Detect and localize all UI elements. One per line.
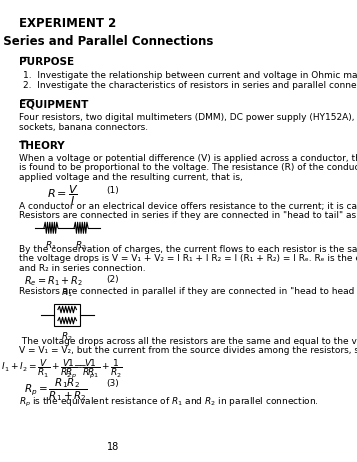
Text: V = V₁ = V₂, but the current from the source divides among the resistors, such t: V = V₁ = V₂, but the current from the so…: [19, 346, 357, 355]
Text: The voltage drops across all the resistors are the same and equal to the voltage: The voltage drops across all the resisto…: [19, 337, 357, 346]
Text: (3): (3): [107, 379, 119, 389]
Text: sockets, banana connectors.: sockets, banana connectors.: [19, 122, 148, 132]
Text: EXPERIMENT 2: EXPERIMENT 2: [19, 18, 116, 30]
Text: 1.  Investigate the relationship between current and voltage in Ohmic materials.: 1. Investigate the relationship between …: [23, 71, 357, 80]
Text: EQUIPMENT: EQUIPMENT: [19, 99, 88, 109]
Text: applied voltage and the resulting current, that is,: applied voltage and the resulting curren…: [19, 173, 242, 182]
Text: Resistors are connected in parallel if they are connected in "head to head and t: Resistors are connected in parallel if t…: [19, 286, 357, 296]
Text: When a voltage or potential difference (V) is applied across a conductor, the cu: When a voltage or potential difference (…: [19, 154, 357, 163]
Text: Resistors in Series and Parallel Connections: Resistors in Series and Parallel Connect…: [0, 35, 213, 48]
Text: $R_2$: $R_2$: [75, 240, 87, 252]
Text: $I = I_1 + I_2 = \dfrac{V}{R_1} + \dfrac{V}{R_2} = \dfrac{V}{R_p}$: $I = I_1 + I_2 = \dfrac{V}{R_1} + \dfrac…: [0, 357, 95, 380]
Text: PURPOSE: PURPOSE: [19, 57, 74, 67]
Text: and R₂ in series connection.: and R₂ in series connection.: [19, 264, 145, 273]
Text: Four resistors, two digital multimeters (DMM), DC power supply (HY152A), four li: Four resistors, two digital multimeters …: [19, 113, 357, 122]
Text: $R = \dfrac{V}{I}$: $R = \dfrac{V}{I}$: [47, 184, 79, 207]
Text: Resistors are connected in series if they are connected in "head to tail" as bel: Resistors are connected in series if the…: [19, 211, 357, 220]
Text: is found to be proportional to the voltage. The resistance (R) of the conductor : is found to be proportional to the volta…: [19, 164, 357, 172]
Text: 2.  Investigate the characteristics of resistors in series and parallel connecti: 2. Investigate the characteristics of re…: [23, 81, 357, 90]
Text: 18: 18: [107, 442, 119, 452]
Text: $\dfrac{1}{R_p} = \dfrac{1}{R_1} + \dfrac{1}{R_2}$: $\dfrac{1}{R_p} = \dfrac{1}{R_1} + \dfra…: [65, 357, 123, 380]
Text: THEORY: THEORY: [19, 140, 65, 151]
Text: (1): (1): [107, 186, 119, 195]
Text: $R_p = \dfrac{R_1 R_2}{R_1 + R_2}$: $R_p = \dfrac{R_1 R_2}{R_1 + R_2}$: [24, 377, 87, 403]
Bar: [55, 304, 80, 326]
Text: $R_1$: $R_1$: [45, 240, 57, 252]
Text: the voltage drops is V = V₁ + V₂ = I R₁ + I R₂ = I (R₁ + R₂) = I Rₑ. Rₑ is the e: the voltage drops is V = V₁ + V₂ = I R₁ …: [19, 255, 357, 263]
Text: $R_e = R_1 + R_2$: $R_e = R_1 + R_2$: [24, 274, 83, 288]
Text: A conductor or an electrical device offers resistance to the current; it is call: A conductor or an electrical device offe…: [19, 202, 357, 211]
Text: $R_p$ is the equivalent resistance of $R_1$ and $R_2$ in parallel connection.: $R_p$ is the equivalent resistance of $R…: [19, 396, 318, 409]
Text: $R_1$: $R_1$: [61, 287, 73, 299]
Text: $R_2$: $R_2$: [61, 331, 73, 343]
Text: By the conservation of charges, the current flows to each resistor is the same, : By the conservation of charges, the curr…: [19, 245, 357, 254]
Text: (2): (2): [107, 274, 119, 284]
